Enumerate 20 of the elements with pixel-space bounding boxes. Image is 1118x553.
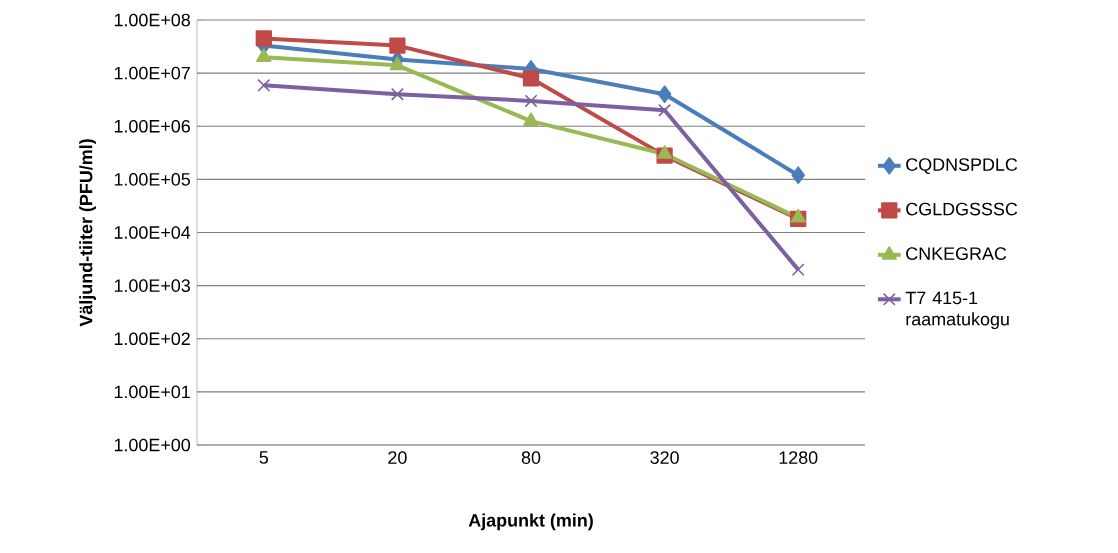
x-tick-label: 320	[650, 451, 679, 464]
x-tick-label: 20	[388, 451, 407, 464]
y-tick-label: 1.00E+03	[114, 279, 190, 292]
y-tick-label: 1.00E+01	[114, 385, 190, 399]
legend-label: T7 415-1 raamatukogu	[905, 291, 1009, 330]
legend-label: CGLDGSSSC	[906, 202, 1018, 216]
y-axis-title: Väljund-tiiter (PFU/ml)	[79, 139, 96, 327]
x-tick-label: 5	[259, 451, 269, 464]
y-tick-label: 1.00E+07	[114, 66, 190, 80]
y-tick-label: 1.00E+08	[114, 13, 190, 27]
y-tick-label: 1.00E+05	[114, 173, 191, 186]
x-tick-label: 1280	[779, 451, 818, 464]
x-tick-label: 80	[521, 451, 541, 464]
y-tick-label: 1.00E+00	[114, 438, 191, 452]
y-tick-label: 1.00E+06	[114, 119, 190, 133]
legend-label: CNKEGRAC	[906, 247, 1007, 260]
y-tick-label: 1.00E+04	[114, 226, 191, 239]
x-axis-title: Ajapunkt (min)	[468, 513, 593, 531]
y-tick-label: 1.00E+02	[114, 332, 190, 346]
legend-label: CQDNSPDLC	[906, 158, 1018, 175]
